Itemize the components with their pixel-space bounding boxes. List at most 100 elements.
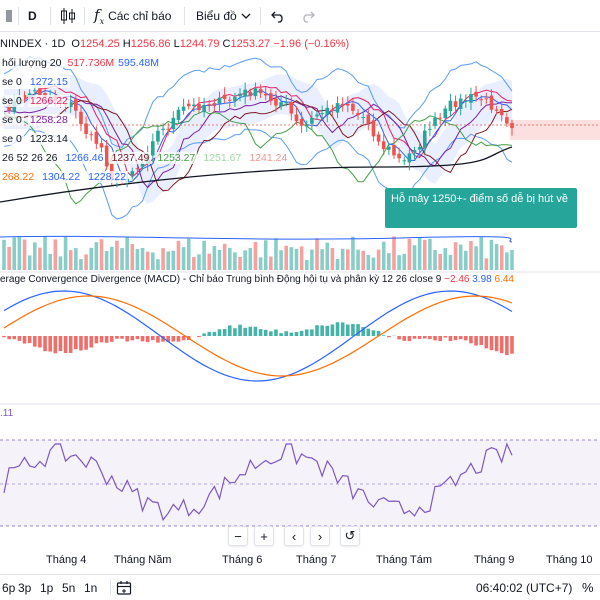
legend-ichimoku[interactable]: 26 52 26 26 1266.46 1237.49 1253.27 1251… [0, 152, 290, 164]
macd-histogram-bar [115, 336, 119, 339]
legend-ma-4[interactable]: se 0 1223.14 [0, 133, 70, 145]
layout-button[interactable]: Biểu đồ [196, 0, 251, 32]
calendar-icon [116, 581, 132, 595]
volume-bar [217, 249, 222, 270]
volume-bar [202, 240, 206, 270]
macd-histogram-bar [422, 336, 427, 339]
macd-histogram-bar [253, 326, 258, 336]
clock-timezone[interactable]: 06:40:02 (UTC+7) [476, 581, 573, 595]
ma-200-line [0, 146, 513, 203]
range-1m-button[interactable]: 1p [40, 581, 54, 595]
macd-histogram-bar [397, 336, 401, 340]
scroll-left-button[interactable]: ‹ [284, 526, 304, 546]
candle-body [7, 104, 11, 111]
ma-line [3, 85, 513, 178]
macd-histogram-bar [140, 336, 145, 342]
candle-body [366, 114, 371, 124]
macd-histogram-bar [320, 325, 324, 336]
interval-button[interactable]: D [28, 0, 37, 32]
macd-histogram-bar [176, 336, 181, 342]
macd-histogram-bar [217, 329, 222, 336]
volume-bar [58, 256, 63, 270]
macd-histogram-bar [63, 336, 68, 354]
chart-canvas[interactable] [0, 32, 600, 542]
time-label: Tháng 7 [296, 554, 337, 566]
volume-bar [79, 259, 83, 270]
macd-histogram-bar [7, 336, 11, 340]
macd-histogram-bar [248, 326, 253, 336]
time-label: Tháng Tám [376, 554, 433, 566]
scroll-right-button[interactable]: › [310, 526, 330, 546]
macd-legend[interactable]: erage Convergence Divergence (MACD) - Ch… [0, 274, 514, 285]
volume-bar [402, 253, 407, 270]
volume-bar [140, 248, 145, 270]
undo-button[interactable] [270, 0, 286, 32]
symbol-name[interactable]: NINDEX · 1D [0, 38, 66, 50]
volume-bar [253, 241, 258, 270]
reset-icon: ↺ [344, 528, 356, 543]
volume-bar [269, 256, 273, 270]
redo-button[interactable] [300, 0, 316, 32]
macd-histogram-bar [212, 331, 217, 336]
legend-ma-3[interactable]: se 0 1258.28 [0, 114, 70, 126]
candle-body [140, 162, 145, 167]
chart-area[interactable] [0, 32, 600, 542]
volume-bar [48, 253, 52, 270]
reset-chart-button[interactable]: ↺ [340, 526, 360, 546]
indicators-button[interactable]: fx Các chỉ báo [94, 0, 171, 32]
candle-body [387, 146, 391, 150]
candle-body [32, 90, 37, 92]
candle-body [166, 128, 171, 130]
volume-bar [274, 238, 278, 270]
chart-type-icon [6, 10, 12, 22]
macd-histogram-bar [207, 331, 212, 336]
volume-bar [448, 254, 453, 270]
zoom-out-button[interactable]: − [228, 526, 248, 546]
volume-bar [361, 250, 365, 270]
candle-body [428, 128, 432, 130]
legend-ma-1[interactable]: se 0 1272.15 [0, 76, 70, 88]
macd-histogram-bar [453, 336, 458, 341]
time-label: Tháng Năm [114, 554, 172, 566]
candle-body [263, 93, 268, 96]
volume-bar [176, 240, 181, 270]
candle-body [345, 103, 350, 106]
macd-histogram-bar [428, 336, 432, 340]
legend-volume[interactable]: hối lượng 20 517.736M 595.48M [0, 57, 160, 69]
zoom-in-button[interactable]: + [254, 526, 274, 546]
legend-bollinger[interactable]: 268.22 1304.22 1228.22 [0, 171, 129, 183]
range-5d-button[interactable]: 5n [62, 581, 76, 595]
volume-bar [63, 236, 68, 270]
signal-line [3, 295, 513, 377]
date-range-button[interactable] [116, 580, 132, 599]
macd-histogram-bar [263, 329, 268, 336]
candle-body [253, 88, 258, 97]
chart-type-button[interactable] [6, 0, 12, 32]
time-axis[interactable]: Tháng 4 Tháng Năm Tháng 6 Tháng 7 Tháng … [0, 548, 600, 572]
top-toolbar: D fx Các chỉ báo Biểu đồ [0, 0, 600, 32]
candle-body [479, 99, 484, 101]
range-3m-button[interactable]: 3p [18, 581, 32, 595]
macd-histogram-bar [474, 336, 478, 346]
legend-ma-2[interactable]: se 0 1266.22 [0, 95, 70, 107]
candle-body [192, 104, 196, 106]
candlestick-button[interactable] [60, 0, 76, 32]
percent-scale-toggle[interactable]: % [582, 580, 594, 595]
macd-histogram-bar [222, 328, 227, 336]
candle-body [392, 144, 396, 156]
candle-body [448, 100, 453, 111]
macd-histogram-bar [58, 336, 63, 352]
volume-bar [417, 237, 422, 270]
range-1d-button[interactable]: 1n [84, 581, 98, 595]
volume-bar [192, 256, 196, 270]
volume-bar [120, 248, 124, 270]
range-6m-button[interactable]: 6p [2, 581, 16, 595]
macd-histogram-bar [130, 336, 135, 341]
annotation-callout[interactable]: Hỗ mây 1250+- điểm số dễ bị hút về [385, 188, 577, 228]
volume-bar [99, 239, 104, 270]
candle-body [484, 98, 489, 100]
volume-bar [166, 251, 171, 270]
volume-bar [479, 236, 484, 270]
candle-body [443, 108, 448, 119]
volume-bar [330, 248, 335, 270]
